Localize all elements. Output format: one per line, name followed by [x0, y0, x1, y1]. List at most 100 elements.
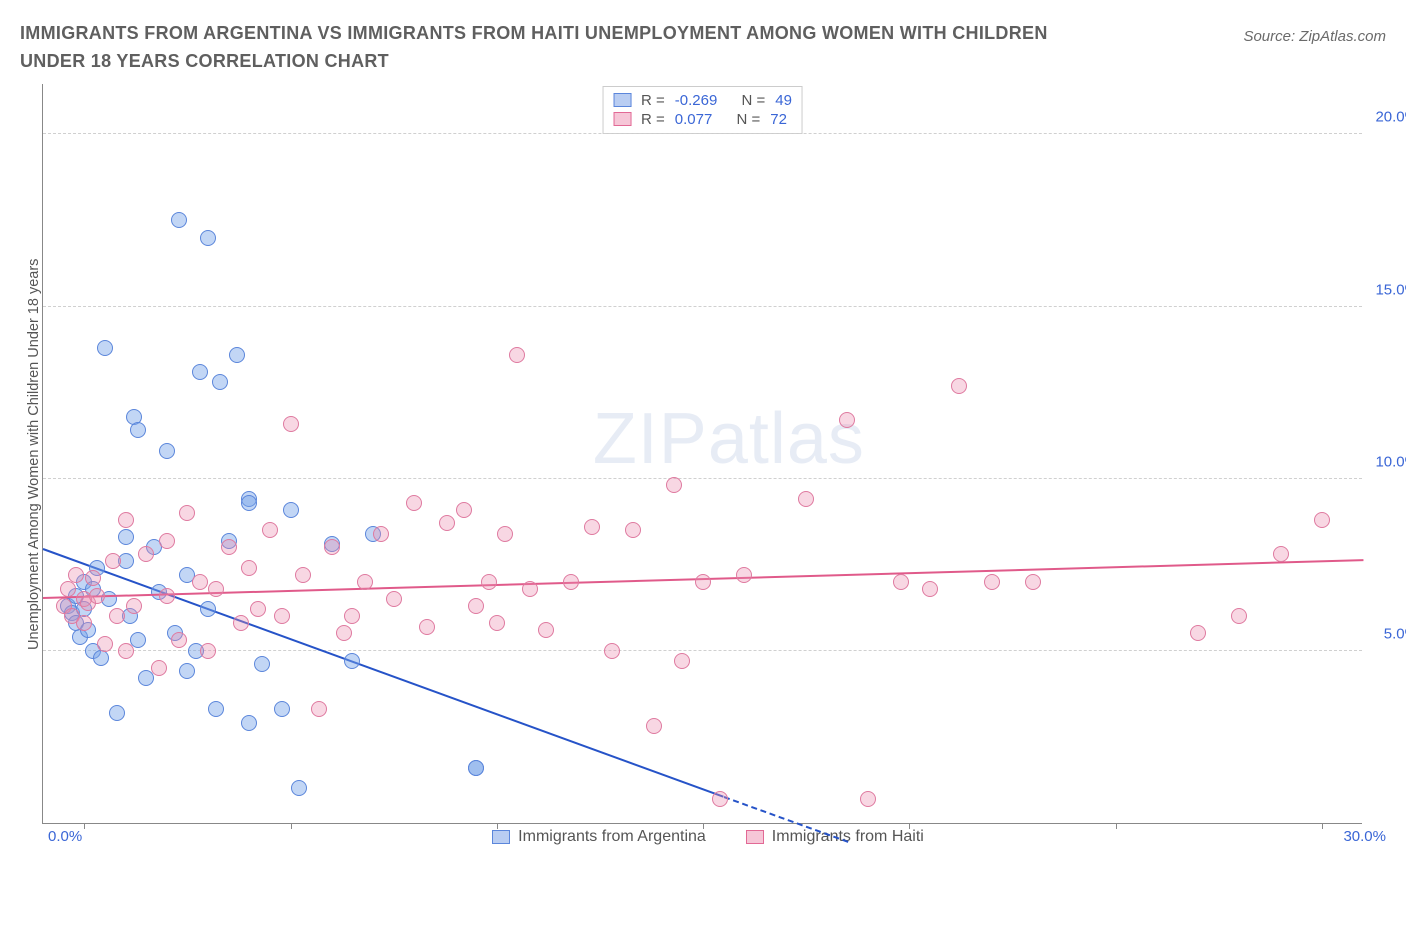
y-tick-label: 10.0%: [1375, 453, 1406, 470]
legend-stats: R = -0.269 N = 49 R = 0.077 N = 72: [602, 86, 803, 134]
data-point-haiti: [419, 619, 435, 635]
data-point-haiti: [736, 567, 752, 583]
data-point-argentina: [200, 230, 216, 246]
r-label: R =: [641, 111, 665, 128]
data-point-haiti: [489, 615, 505, 631]
x-tick: [909, 823, 910, 829]
x-tick: [291, 823, 292, 829]
legend-swatch-haiti: [613, 112, 631, 126]
data-point-haiti: [984, 574, 1000, 590]
data-point-haiti: [1231, 608, 1247, 624]
data-point-haiti: [468, 598, 484, 614]
y-tick-label: 15.0%: [1375, 281, 1406, 298]
data-point-argentina: [159, 443, 175, 459]
data-point-haiti: [357, 574, 373, 590]
header: IMMIGRANTS FROM ARGENTINA VS IMMIGRANTS …: [20, 20, 1386, 76]
n-value-haiti: 72: [770, 111, 787, 128]
data-point-haiti: [85, 570, 101, 586]
data-point-haiti: [283, 416, 299, 432]
legend-swatch-icon: [746, 830, 764, 844]
r-label: R =: [641, 92, 665, 109]
data-point-argentina: [208, 701, 224, 717]
data-point-haiti: [241, 560, 257, 576]
data-point-haiti: [68, 567, 84, 583]
x-tick: [703, 823, 704, 829]
data-point-haiti: [192, 574, 208, 590]
data-point-haiti: [250, 601, 266, 617]
data-point-haiti: [311, 701, 327, 717]
data-point-argentina: [93, 650, 109, 666]
data-point-argentina: [241, 715, 257, 731]
data-point-haiti: [221, 539, 237, 555]
data-point-argentina: [241, 495, 257, 511]
data-point-haiti: [439, 515, 455, 531]
x-tick: [497, 823, 498, 829]
data-point-haiti: [109, 608, 125, 624]
watermark-zip: ZIP: [593, 399, 708, 479]
data-point-haiti: [646, 718, 662, 734]
data-point-argentina: [291, 780, 307, 796]
gridline: [43, 306, 1362, 307]
data-point-haiti: [344, 608, 360, 624]
x-tick: [1322, 823, 1323, 829]
data-point-haiti: [159, 588, 175, 604]
data-point-haiti: [509, 347, 525, 363]
data-point-argentina: [192, 364, 208, 380]
legend-swatch-icon: [492, 830, 510, 844]
watermark-atlas: atlas: [708, 399, 865, 479]
data-point-haiti: [604, 643, 620, 659]
data-point-haiti: [208, 581, 224, 597]
data-point-haiti: [522, 581, 538, 597]
data-point-argentina: [130, 422, 146, 438]
data-point-haiti: [200, 643, 216, 659]
data-point-haiti: [97, 636, 113, 652]
data-point-haiti: [666, 477, 682, 493]
data-point-haiti: [497, 526, 513, 542]
data-point-haiti: [1190, 625, 1206, 641]
data-point-argentina: [229, 347, 245, 363]
data-point-haiti: [625, 522, 641, 538]
data-point-haiti: [481, 574, 497, 590]
plot-container: Unemployment Among Women with Children U…: [20, 84, 1386, 824]
data-point-haiti: [839, 412, 855, 428]
data-point-haiti: [60, 581, 76, 597]
data-point-argentina: [179, 663, 195, 679]
data-point-haiti: [456, 502, 472, 518]
chart-title: IMMIGRANTS FROM ARGENTINA VS IMMIGRANTS …: [20, 20, 1110, 76]
source-label: Source: ZipAtlas.com: [1243, 20, 1386, 45]
data-point-haiti: [151, 660, 167, 676]
data-point-haiti: [798, 491, 814, 507]
legend-label: Immigrants from Argentina: [518, 828, 706, 846]
data-point-haiti: [274, 608, 290, 624]
data-point-haiti: [179, 505, 195, 521]
data-point-haiti: [538, 622, 554, 638]
data-point-argentina: [212, 374, 228, 390]
data-point-haiti: [336, 625, 352, 641]
data-point-haiti: [922, 581, 938, 597]
data-point-argentina: [118, 529, 134, 545]
legend-series: 0.0% Immigrants from Argentina Immigrant…: [48, 828, 1368, 846]
x-tick: [84, 823, 85, 829]
data-point-haiti: [105, 553, 121, 569]
n-label: N =: [737, 111, 761, 128]
data-point-haiti: [386, 591, 402, 607]
correlation-chart: IMMIGRANTS FROM ARGENTINA VS IMMIGRANTS …: [20, 20, 1386, 846]
data-point-argentina: [97, 340, 113, 356]
r-value-haiti: 0.077: [675, 111, 713, 128]
data-point-argentina: [254, 656, 270, 672]
gridline: [43, 478, 1362, 479]
data-point-haiti: [1273, 546, 1289, 562]
legend-label: Immigrants from Haiti: [772, 828, 924, 846]
data-point-argentina: [200, 601, 216, 617]
data-point-haiti: [138, 546, 154, 562]
data-point-haiti: [674, 653, 690, 669]
n-value-argentina: 49: [775, 92, 792, 109]
gridline: [43, 133, 1362, 134]
data-point-haiti: [295, 567, 311, 583]
data-point-haiti: [262, 522, 278, 538]
data-point-haiti: [118, 643, 134, 659]
legend-stats-row-0: R = -0.269 N = 49: [613, 91, 792, 110]
data-point-haiti: [159, 533, 175, 549]
data-point-haiti: [233, 615, 249, 631]
y-axis-label: Unemployment Among Women with Children U…: [20, 84, 42, 824]
